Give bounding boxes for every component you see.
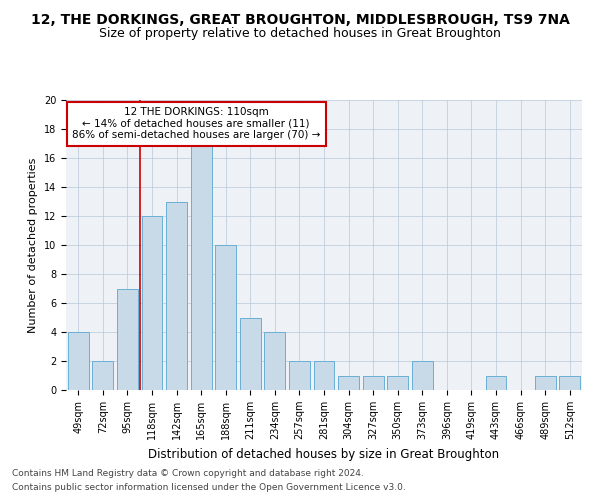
Bar	[387, 376, 408, 390]
Bar	[338, 376, 359, 390]
Bar	[362, 376, 383, 390]
Bar	[240, 318, 261, 390]
Bar	[289, 361, 310, 390]
Bar	[117, 288, 138, 390]
X-axis label: Distribution of detached houses by size in Great Broughton: Distribution of detached houses by size …	[148, 448, 500, 460]
Bar	[535, 376, 556, 390]
Bar	[68, 332, 89, 390]
Bar	[412, 361, 433, 390]
Bar	[265, 332, 286, 390]
Text: 12, THE DORKINGS, GREAT BROUGHTON, MIDDLESBROUGH, TS9 7NA: 12, THE DORKINGS, GREAT BROUGHTON, MIDDL…	[31, 12, 569, 26]
Bar	[142, 216, 163, 390]
Text: Size of property relative to detached houses in Great Broughton: Size of property relative to detached ho…	[99, 28, 501, 40]
Text: Contains public sector information licensed under the Open Government Licence v3: Contains public sector information licen…	[12, 484, 406, 492]
Bar	[215, 245, 236, 390]
Bar	[191, 144, 212, 390]
Bar	[166, 202, 187, 390]
Text: 12 THE DORKINGS: 110sqm
← 14% of detached houses are smaller (11)
86% of semi-de: 12 THE DORKINGS: 110sqm ← 14% of detache…	[72, 108, 320, 140]
Bar	[314, 361, 334, 390]
Bar	[92, 361, 113, 390]
Bar	[485, 376, 506, 390]
Y-axis label: Number of detached properties: Number of detached properties	[28, 158, 38, 332]
Text: Contains HM Land Registry data © Crown copyright and database right 2024.: Contains HM Land Registry data © Crown c…	[12, 468, 364, 477]
Bar	[559, 376, 580, 390]
